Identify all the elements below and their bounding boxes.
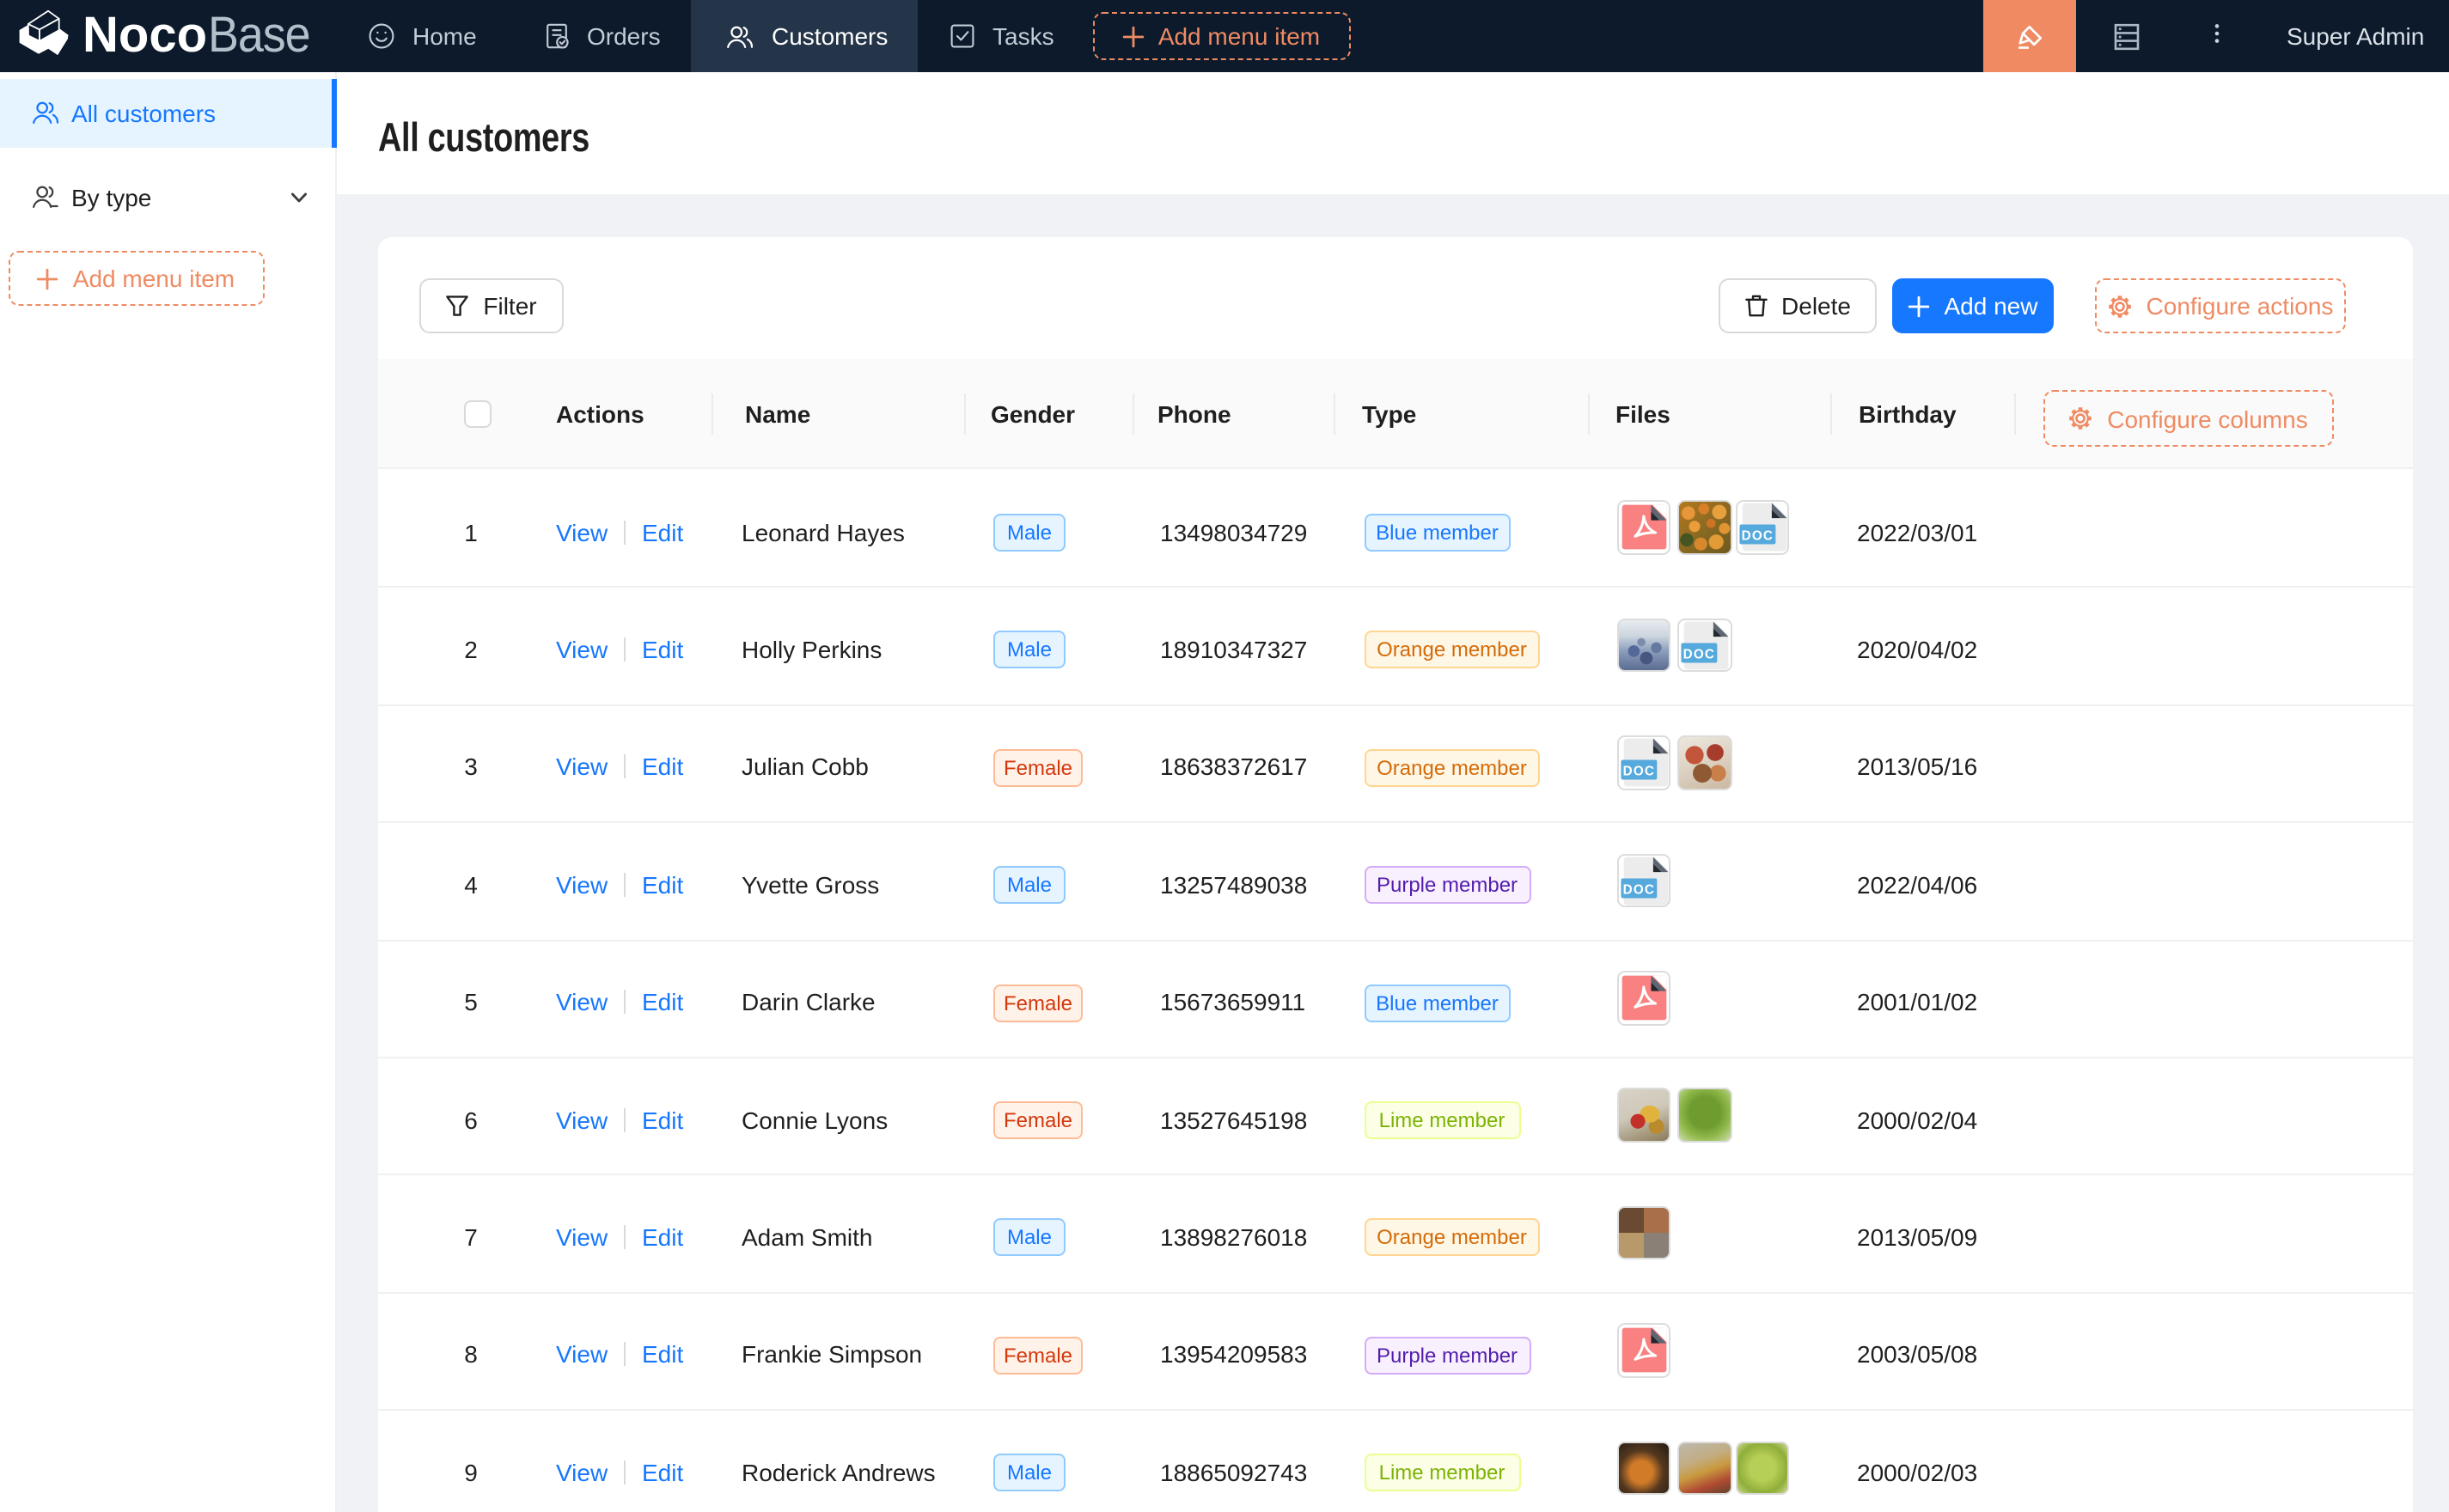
svg-text:DOC: DOC — [1683, 647, 1716, 662]
svg-text:DOC: DOC — [1741, 529, 1774, 544]
svg-text:DOC: DOC — [1622, 882, 1655, 897]
svg-text:DOC: DOC — [1622, 765, 1655, 779]
